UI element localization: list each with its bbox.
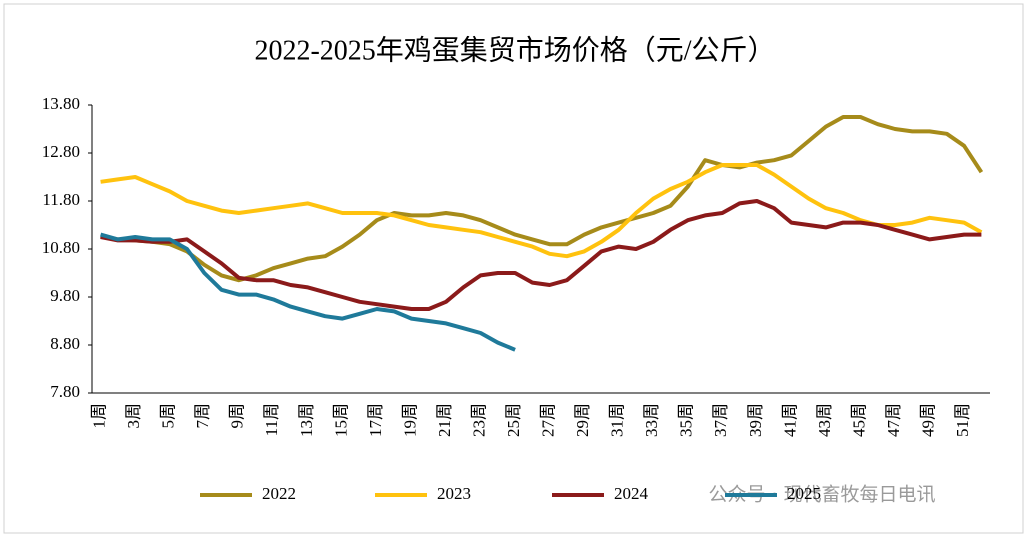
x-tick-label: 15周 [331, 403, 350, 437]
x-tick-label: 13周 [297, 403, 316, 437]
x-tick-label: 29周 [573, 403, 592, 437]
x-tick-label: 19周 [400, 403, 419, 437]
x-tick-label: 23周 [469, 403, 488, 437]
legend-label: 2022 [262, 484, 296, 503]
x-tick-label: 7周 [193, 403, 212, 429]
y-tick-label: 11.80 [42, 190, 80, 209]
x-tick-label: 31周 [608, 403, 627, 437]
x-tick-label: 37周 [711, 403, 730, 437]
series-line [100, 163, 983, 259]
x-tick-label: 33周 [642, 403, 661, 437]
x-tick-label: 47周 [884, 403, 903, 437]
x-tick-label: 39周 [746, 403, 765, 437]
x-tick-label: 9周 [228, 403, 247, 429]
y-tick-label: 7.80 [50, 382, 80, 401]
series-line [100, 199, 982, 311]
x-tick-label: 21周 [435, 403, 454, 437]
chart-title: 2022-2025年鸡蛋集贸市场价格（元/公斤） [254, 34, 775, 66]
x-tick-label: 11周 [262, 403, 281, 436]
series-line [100, 232, 516, 352]
y-tick-label: 10.80 [42, 238, 80, 257]
x-tick-label: 25周 [504, 403, 523, 437]
legend-label: 2025 [787, 484, 821, 503]
x-tick-label: 51周 [953, 403, 972, 437]
x-tick-label: 27周 [539, 403, 558, 437]
y-tick-label: 8.80 [50, 334, 80, 353]
x-tick-label: 5周 [159, 403, 178, 429]
y-tick-label: 13.80 [42, 94, 80, 113]
x-tick-label: 45周 [849, 403, 868, 437]
x-tick-label: 3周 [124, 403, 143, 429]
x-tick-label: 35周 [677, 403, 696, 437]
chart-border [3, 3, 1024, 534]
watermark: 公众号 · 现代畜牧每日电讯 [708, 484, 935, 506]
x-tick-label: 1周 [90, 403, 109, 429]
y-tick-label: 9.80 [50, 286, 80, 305]
x-tick-label: 49周 [918, 403, 937, 437]
x-tick-label: 43周 [815, 403, 834, 437]
x-tick-label: 17周 [366, 403, 385, 437]
x-tick-label: 41周 [780, 403, 799, 437]
y-tick-label: 12.80 [42, 142, 80, 161]
legend-label: 2024 [614, 484, 649, 503]
legend-label: 2023 [437, 484, 471, 503]
